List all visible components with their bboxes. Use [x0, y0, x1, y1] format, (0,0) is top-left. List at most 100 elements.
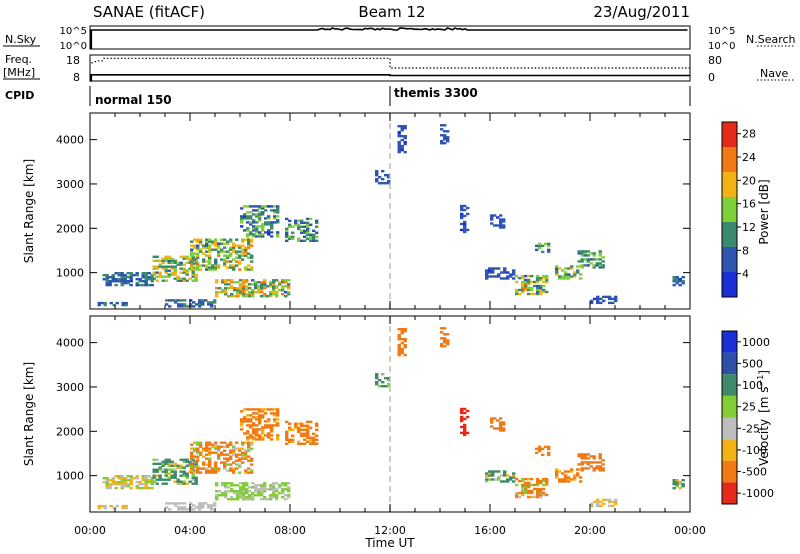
scatter-cell	[309, 239, 313, 242]
scatter-cell	[527, 282, 531, 286]
scatter-cell	[158, 468, 162, 471]
scatter-cell	[240, 225, 244, 228]
scatter-cell	[111, 479, 115, 482]
scatter-cell	[240, 418, 244, 421]
scatter-cell	[502, 224, 506, 227]
scatter-cell	[190, 471, 194, 474]
scatter-cell	[196, 252, 200, 255]
scatter-cell	[247, 256, 251, 259]
scatter-cell	[117, 475, 121, 478]
scatter-cell	[595, 465, 599, 468]
scatter-cell	[185, 482, 189, 485]
scatter-cell	[170, 460, 174, 463]
scatter-cell	[190, 266, 194, 269]
scatter-cell	[490, 218, 494, 221]
scatter-cell	[229, 254, 233, 257]
scatter-cell	[232, 449, 236, 452]
scatter-cell	[179, 482, 183, 485]
scatter-cell	[257, 281, 261, 284]
scatter-cell	[103, 504, 107, 508]
scatter-cell	[190, 453, 194, 456]
scatter-cell	[291, 428, 295, 431]
scatter-cell	[266, 498, 270, 501]
scatter-cell	[258, 434, 262, 437]
scatter-cell	[678, 481, 682, 484]
scatter-cell	[306, 229, 310, 232]
scatter-cell	[242, 498, 246, 501]
scatter-cell	[196, 266, 200, 269]
velocity-colorbar-swatches	[722, 331, 737, 505]
scatter-cell	[387, 180, 391, 183]
scatter-cell	[161, 267, 165, 270]
scatter-cell	[269, 285, 273, 288]
scatter-cell	[443, 341, 447, 344]
scatter-cell	[208, 240, 212, 243]
scatter-cell	[269, 295, 273, 298]
scatter-cell	[260, 295, 264, 298]
scatter-cell	[599, 500, 603, 504]
scatter-cell	[196, 254, 200, 257]
scatter-cell	[255, 213, 259, 216]
scatter-cell	[223, 254, 227, 257]
scatter-cell	[593, 297, 597, 301]
scatter-cell	[596, 504, 600, 508]
scatter-cell	[235, 264, 239, 267]
scatter-cell	[270, 438, 274, 441]
scatter-cell	[224, 287, 228, 290]
scatter-cell	[300, 231, 304, 234]
scatter-cell	[161, 460, 165, 463]
scatter-cell	[518, 276, 522, 280]
scatter-cell	[224, 492, 228, 495]
scatter-cell	[285, 229, 289, 232]
scatter-cell	[589, 262, 593, 265]
scatter-cell	[243, 432, 247, 435]
scatter-cell	[194, 482, 198, 485]
scatter-cell	[224, 490, 228, 493]
scatter-cell	[294, 424, 298, 427]
scatter-cell	[276, 424, 280, 427]
scatter-cell	[201, 301, 205, 304]
scatter-cell	[375, 373, 379, 376]
scatter-cell	[446, 140, 450, 143]
scatter-cell	[229, 455, 233, 458]
scatter-cell	[201, 303, 205, 306]
scatter-cell	[241, 238, 245, 241]
scatter-cell	[185, 464, 189, 467]
scatter-cell	[272, 279, 276, 282]
scatter-cell	[155, 265, 159, 268]
scatter-cell	[238, 453, 242, 456]
scatter-cell	[598, 467, 602, 470]
scatter-cell	[466, 431, 470, 435]
scatter-cell	[440, 337, 444, 340]
scatter-cell	[267, 205, 271, 208]
scatter-cell	[236, 291, 240, 294]
scatter-cell	[539, 292, 543, 296]
scatter-cell	[539, 481, 543, 485]
scatter-cell	[381, 178, 385, 181]
y-tick-label: 2000	[56, 425, 84, 438]
scatter-cell	[114, 283, 118, 287]
scatter-cell	[555, 472, 559, 475]
scatter-cell	[485, 271, 489, 274]
scatter-cell	[570, 470, 574, 473]
scatter-cell	[252, 428, 256, 431]
scatter-cell	[400, 127, 404, 130]
scatter-cell	[248, 498, 252, 501]
scatter-cell	[250, 268, 254, 271]
scatter-cell	[506, 478, 510, 481]
scatter-cell	[214, 264, 218, 267]
scatter-cell	[258, 215, 262, 218]
scatter-cell	[241, 252, 245, 255]
scatter-cell	[176, 466, 180, 469]
scatter-cell	[221, 492, 225, 495]
scatter-cell	[208, 238, 212, 241]
scatter-cell	[226, 445, 230, 448]
scatter-cell	[123, 282, 127, 285]
scatter-cell	[558, 277, 562, 280]
scatter-cell	[249, 215, 253, 218]
scatter-cell	[509, 478, 513, 481]
scatter-cell	[135, 283, 139, 287]
scatter-cell	[315, 231, 319, 234]
scatter-cell	[152, 273, 156, 276]
scatter-cell	[463, 425, 467, 429]
